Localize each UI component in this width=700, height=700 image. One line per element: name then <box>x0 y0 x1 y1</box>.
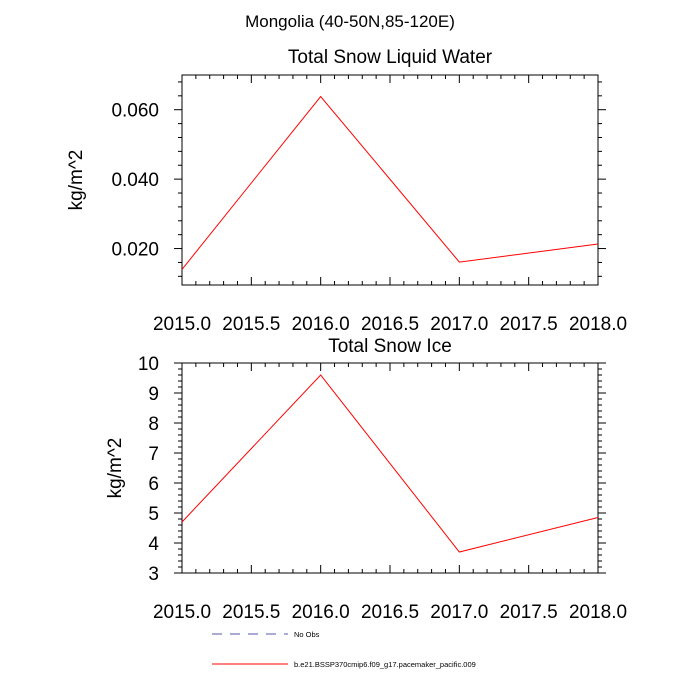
chart-1-plot-frame <box>181 362 599 574</box>
chart-0-x-tick-label: 2015.5 <box>222 314 280 335</box>
chart-snow-liquid-water: Total Snow Liquid Water 2015.0 2015.5 2016.… <box>66 47 627 335</box>
chart-1-series-line-0 <box>181 374 599 553</box>
chart-1-y-tick-label: 10 <box>138 354 159 375</box>
legend: No Obs b.e21.BSSP370cmip6.f09_g17.pacema… <box>212 630 476 669</box>
chart-1-y-tick-label: 7 <box>148 444 159 465</box>
chart-0-y-tick-label: 0.040 <box>111 170 159 191</box>
chart-1-y-tick-label: 8 <box>148 414 159 435</box>
legend-label-series: b.e21.BSSP370cmip6.f09_g17.pacemaker_pac… <box>294 660 476 669</box>
chart-1-x-tick-label: 2018.0 <box>569 602 627 623</box>
chart-0-y-tick-label: 0.020 <box>111 240 159 261</box>
chart-0-x-tick-label: 2015.0 <box>153 314 211 335</box>
legend-item-series: b.e21.BSSP370cmip6.f09_g17.pacemaker_pac… <box>212 660 476 669</box>
figure-main-title: Mongolia (40-50N,85-120E) <box>245 12 455 31</box>
legend-label-no-obs: No Obs <box>294 630 320 639</box>
chart-1-y-tick-label: 5 <box>148 504 159 525</box>
legend-item-no-obs: No Obs <box>212 630 320 639</box>
chart-1-x-tick-label: 2016.0 <box>292 602 350 623</box>
chart-0-y-axis-label: kg/m^2 <box>66 150 87 211</box>
chart-0-title: Total Snow Liquid Water <box>288 47 493 68</box>
chart-0-x-tick-label: 2017.5 <box>500 314 558 335</box>
chart-0-x-tick-label: 2016.0 <box>292 314 350 335</box>
chart-1-x-tick-label: 2015.5 <box>222 602 280 623</box>
chart-1-x-tick-label: 2015.0 <box>153 602 211 623</box>
chart-0-series-line-0 <box>181 95 599 270</box>
chart-1-y-tick-label: 4 <box>148 534 159 555</box>
chart-1-x-tick-label: 2017.5 <box>500 602 558 623</box>
chart-0-x-tick-label: 2018.0 <box>569 314 627 335</box>
chart-1-title: Total Snow Ice <box>328 336 452 357</box>
chart-1-y-tick-label: 3 <box>148 564 159 585</box>
chart-snow-ice: Total Snow Ice 2015.0 2015.5 2016.0 2016.5 20… <box>105 336 627 623</box>
chart-1-x-tick-label: 2017.0 <box>430 602 488 623</box>
chart-0-y-tick-label: 0.060 <box>111 101 159 122</box>
chart-1-y-axis-label: kg/m^2 <box>105 438 126 499</box>
chart-0-x-tick-label: 2017.0 <box>430 314 488 335</box>
chart-1-y-tick-label: 9 <box>148 384 159 405</box>
chart-0-x-tick-label: 2016.5 <box>361 314 419 335</box>
chart-1-x-tick-label: 2016.5 <box>361 602 419 623</box>
chart-1-y-tick-label: 6 <box>148 474 159 495</box>
